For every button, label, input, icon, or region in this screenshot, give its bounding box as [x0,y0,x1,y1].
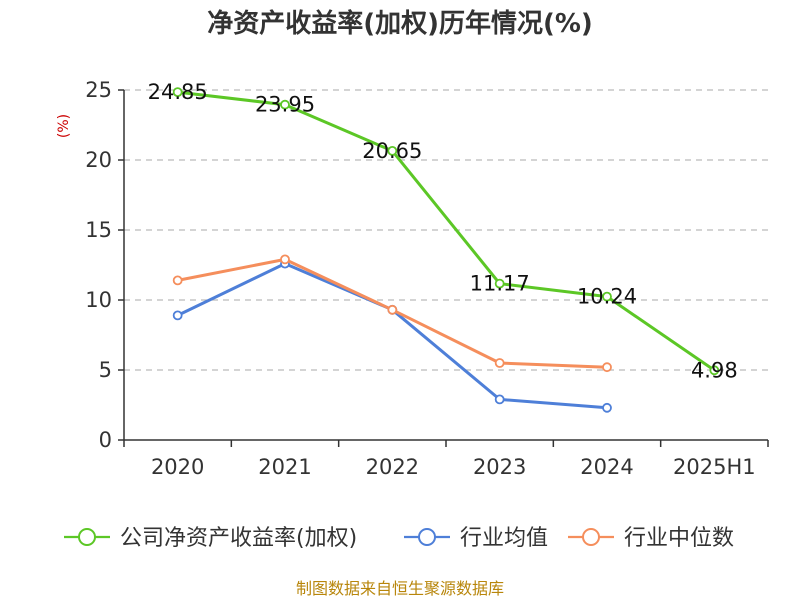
data-label: 20.65 [362,139,422,163]
data-point [172,275,183,286]
data-point [280,254,290,265]
data-label: 4.98 [691,358,738,382]
y-tick-label: 20 [85,148,112,172]
series-2 [172,254,612,373]
legend-item: 公司净资产收益率(加权) [64,526,357,551]
y-tick-label: 25 [85,78,112,102]
legend-marker-icon [78,528,96,546]
data-point [494,394,505,405]
data-label: 11.17 [470,272,530,296]
x-tick-label: 2025H1 [673,455,756,479]
data-point [602,291,612,302]
legend-label: 行业均值 [460,526,548,551]
legend-label: 行业中位数 [624,526,734,551]
y-tick-label: 0 [99,428,112,452]
legend-marker-icon [418,528,436,546]
data-point [172,310,183,321]
data-point [494,358,505,368]
data-label: 23.95 [255,93,315,117]
data-point [387,304,398,315]
x-tick-label: 2022 [366,455,419,479]
y-tick-label: 15 [85,218,112,242]
legend-label: 公司净资产收益率(加权) [120,526,357,551]
x-tick-label: 2020 [151,455,204,479]
data-point [602,402,612,413]
series-1 [172,258,612,413]
data-label: 24.85 [148,80,208,104]
data-point [602,362,612,373]
legend-item: 行业均值 [404,526,548,551]
y-tick-label: 5 [99,358,112,382]
data-point [494,278,505,289]
axes: 0 5 10 15 20 25 2020 2021 2022 2023 2024 2025H1 [85,78,769,479]
legend: 公司净资产收益率(加权) 行业均值 行业中位数 [64,526,734,551]
series-0 [172,87,720,376]
y-tick-label: 10 [85,288,112,312]
y-axis-unit: (%) [56,114,72,138]
series-line [177,262,608,410]
series-lines [172,87,720,413]
gridlines [124,89,768,371]
data-point [280,99,290,110]
data-labels: 24.85 23.95 20.65 11.17 10.24 4.98 [148,80,738,382]
data-point [387,145,398,156]
chart-title: 净资产收益率(加权)历年情况(%) [207,8,593,39]
series-line [177,90,716,372]
legend-item: 行业中位数 [568,526,734,551]
x-tick-label: 2024 [580,455,633,479]
x-tick-label: 2023 [473,455,526,479]
source-note: 制图数据来自恒生聚源数据库 [296,579,504,598]
x-tick-label: 2021 [258,455,311,479]
data-label: 10.24 [577,285,637,309]
legend-marker-icon [582,528,600,546]
data-point [709,365,720,376]
data-point [172,87,183,97]
